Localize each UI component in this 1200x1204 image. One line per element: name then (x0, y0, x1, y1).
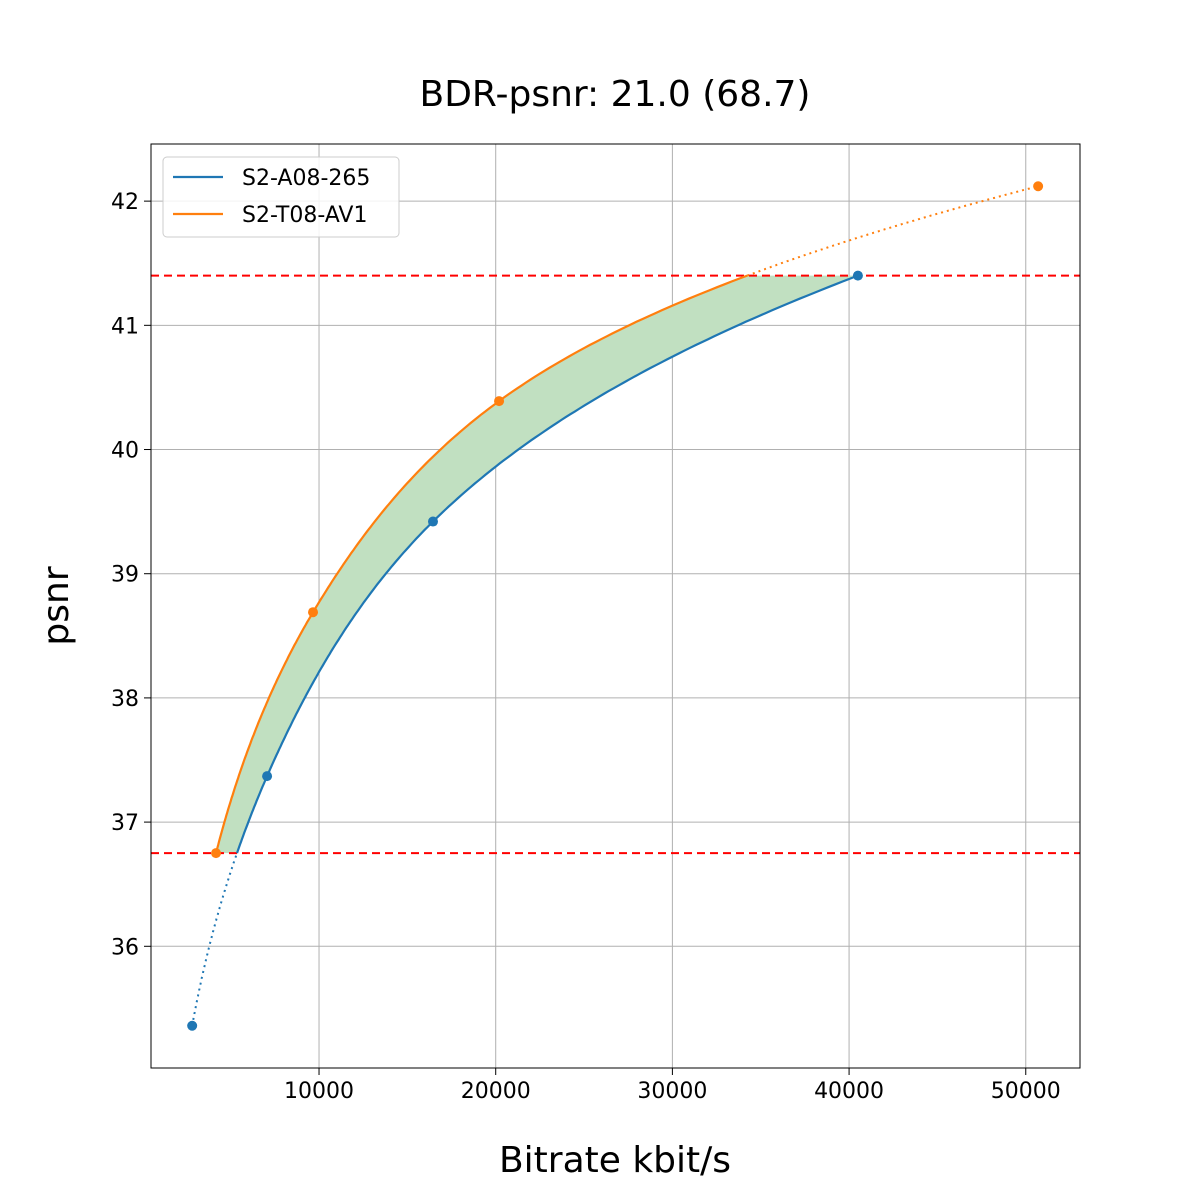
series-line (214, 274, 748, 854)
y-axis-label: psnr (36, 566, 77, 645)
x-tick-label: 20000 (461, 1079, 531, 1104)
y-tick-label: 41 (111, 314, 139, 339)
y-tick-label: 36 (111, 935, 139, 960)
x-tick-label: 30000 (637, 1079, 707, 1104)
fill-region (216, 275, 858, 854)
reference-lines (151, 274, 1080, 855)
series-line (235, 274, 859, 854)
curves (187, 181, 1044, 1031)
data-point (187, 1020, 198, 1031)
chart-title: BDR-psnr: 21.0 (68.7) (420, 74, 811, 115)
y-tick-label: 38 (111, 687, 139, 712)
series-extrapolation-high (746, 185, 1039, 277)
x-tick-label: 50000 (991, 1079, 1061, 1104)
data-point (427, 516, 438, 527)
series-extrapolation-low (191, 852, 238, 1026)
legend: S2-A08-265 S2-T08-AV1 (162, 156, 400, 238)
plot-frame (150, 143, 1081, 1069)
legend-label: S2-A08-265 (242, 166, 370, 191)
data-point (262, 771, 273, 782)
y-tick-label: 40 (111, 439, 139, 464)
fill-between-area (216, 275, 858, 854)
data-point (1033, 181, 1044, 192)
data-point (211, 848, 222, 859)
y-tick-label: 42 (111, 190, 139, 215)
data-point (852, 270, 863, 281)
x-axis-label: Bitrate kbit/s (499, 1140, 731, 1181)
data-point (308, 607, 319, 618)
grid (151, 144, 1080, 1068)
x-tick-label: 10000 (284, 1079, 354, 1104)
ticks: 10000 20000 30000 40000 50000 36 37 38 39 40 41 42 (111, 190, 1061, 1104)
legend-label: S2-T08-AV1 (242, 203, 367, 228)
y-tick-label: 39 (111, 563, 139, 588)
y-tick-label: 37 (111, 811, 139, 836)
data-point (494, 396, 505, 407)
x-tick-label: 40000 (814, 1079, 884, 1104)
